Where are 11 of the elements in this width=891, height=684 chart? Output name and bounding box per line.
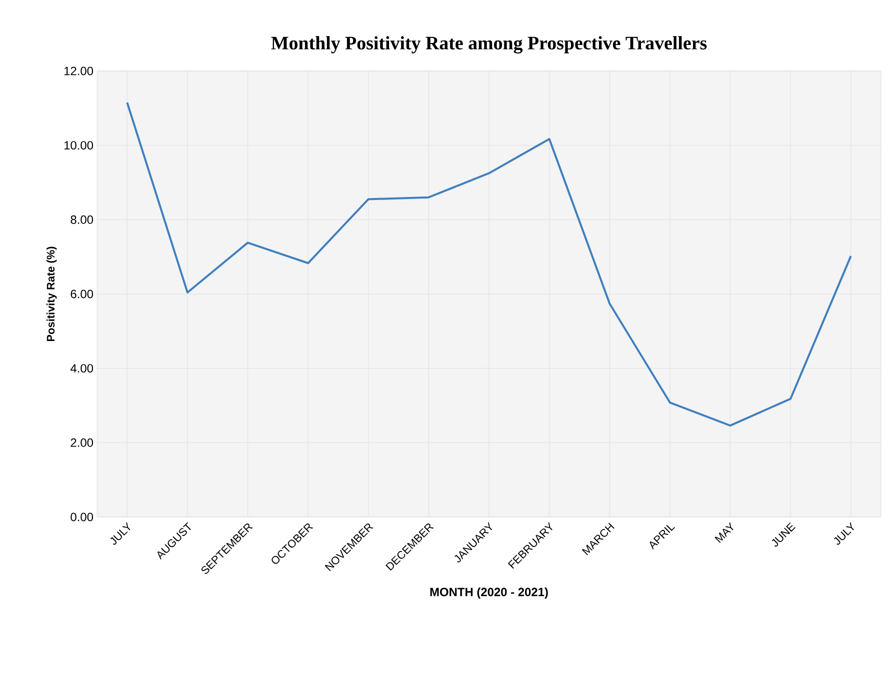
y-tick-label: 8.00 [70, 215, 94, 224]
y-axis-title: Positivity Rate (%) [46, 246, 57, 342]
y-tick-label: 0.00 [70, 512, 94, 522]
y-tick-label: 2.00 [70, 438, 94, 447]
y-tick-label: 4.00 [70, 364, 94, 373]
chart-title: Monthly Positivity Rate among Prospective Travellers [271, 36, 707, 54]
y-tick-label: 12.00 [64, 66, 94, 76]
x-axis-title: MONTH (2020 - 2021) [430, 587, 548, 599]
y-tick-label: 6.00 [70, 290, 94, 298]
y-tick-label: 10.00 [64, 141, 94, 150]
line-series [126, 102, 852, 427]
